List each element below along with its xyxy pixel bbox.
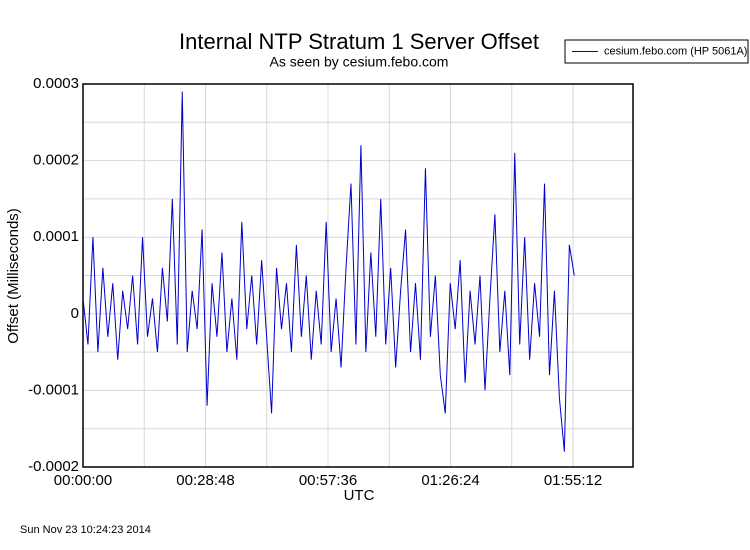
y-tick-label: -0.0001 <box>28 381 79 398</box>
x-axis-label: UTC <box>344 487 375 504</box>
x-tick-label: 00:00:00 <box>54 472 112 489</box>
x-tick-label: 01:26:24 <box>421 472 479 489</box>
y-tick-label: -0.0002 <box>28 458 79 475</box>
y-tick-label: 0.0002 <box>33 152 79 169</box>
y-tick-label: 0 <box>71 305 79 322</box>
y-tick-label: 0.0003 <box>33 75 79 92</box>
plot-frame <box>82 83 634 468</box>
x-tick-label: 00:28:48 <box>176 472 234 489</box>
y-axis-label: Offset (Milliseconds) <box>5 208 22 344</box>
chart-subtitle: As seen by cesium.febo.com <box>270 54 449 70</box>
x-tick-label: 00:57:36 <box>299 472 357 489</box>
data-line <box>82 91 575 452</box>
x-tick-label: 01:55:12 <box>544 472 602 489</box>
y-tick-label: 0.0001 <box>33 228 79 245</box>
chart-title: Internal NTP Stratum 1 Server Offset <box>179 29 539 54</box>
footer: Sun Nov 23 10:24:23 2014 <box>20 524 151 536</box>
legend-label: cesium.febo.com (HP 5061A) <box>604 45 747 57</box>
legend-box <box>564 39 749 64</box>
